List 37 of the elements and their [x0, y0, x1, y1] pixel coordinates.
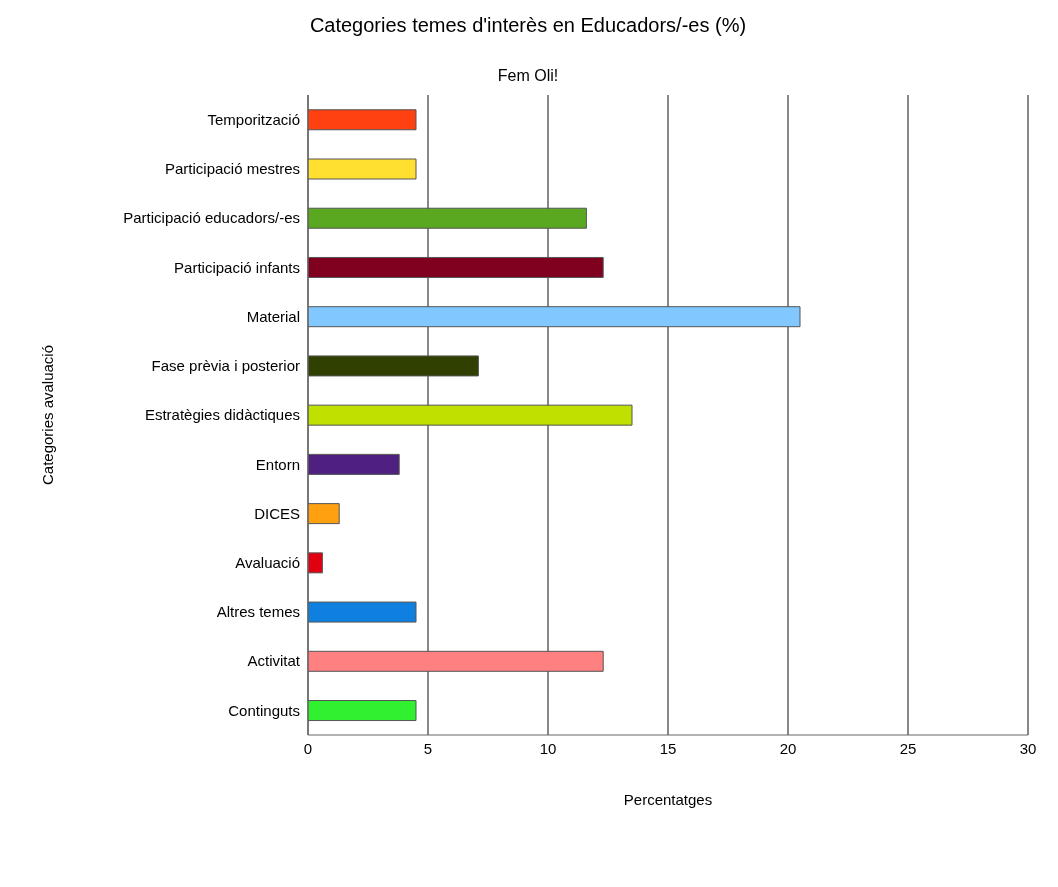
x-tick-label: 0 [303, 739, 313, 757]
y-tick-label: Altres temes [216, 603, 300, 621]
y-tick-label: Continguts [228, 701, 300, 719]
y-tick-label: Participació infants [174, 258, 300, 276]
x-tick-label: 10 [539, 739, 557, 757]
y-tick-label: Temporització [207, 110, 300, 128]
bar [308, 109, 417, 131]
x-tick-label: 5 [423, 739, 433, 757]
y-tick-label: Participació educadors/-es [123, 209, 300, 227]
y-tick-label: Entorn [255, 455, 300, 473]
bar [308, 355, 479, 377]
y-tick-label: Estratègies didàctiques [144, 406, 300, 424]
bar [308, 503, 340, 525]
y-tick-label: Fase prèvia i posterior [151, 357, 300, 375]
bar [308, 306, 801, 328]
x-tick-label: 15 [659, 739, 677, 757]
chart-title: Categories temes d'interès en Educadors/-es (%) [308, 14, 748, 37]
bar [308, 552, 323, 574]
y-axis-title: Categories avaluació [39, 344, 57, 486]
bar [308, 601, 417, 623]
bar [308, 158, 417, 180]
bar [308, 404, 633, 426]
x-tick-label: 25 [899, 739, 917, 757]
bar [308, 207, 587, 229]
bar [308, 650, 604, 672]
y-tick-label: Avaluació [235, 554, 300, 572]
bar [308, 256, 604, 278]
y-tick-label: Activitat [247, 652, 301, 670]
x-tick-label: 20 [779, 739, 797, 757]
chart-subtitle: Fem Oli! [496, 67, 560, 85]
y-tick-label: Participació mestres [164, 160, 300, 178]
x-tick-label: 30 [1019, 739, 1037, 757]
bar [308, 453, 400, 475]
y-tick-label: DICES [254, 504, 300, 522]
y-tick-label: Material [246, 307, 300, 325]
bar [308, 700, 417, 722]
x-axis-title: Percentatges [623, 791, 713, 808]
